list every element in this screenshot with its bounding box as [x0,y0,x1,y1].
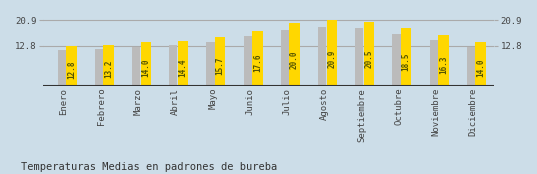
Bar [178,41,188,86]
Bar [475,42,486,86]
Bar [169,45,177,86]
Text: 14.4: 14.4 [178,58,187,77]
Bar [132,47,140,86]
Bar [252,31,263,86]
Text: 13.2: 13.2 [104,60,113,78]
Bar [141,42,151,86]
Text: 18.5: 18.5 [402,53,411,71]
Text: 14.0: 14.0 [141,59,150,77]
Bar [281,30,289,86]
Text: 20.9: 20.9 [327,49,336,68]
Bar [215,37,226,86]
Bar [289,23,300,86]
Text: 15.7: 15.7 [216,56,224,75]
Bar [438,35,448,86]
Bar [355,28,364,86]
Bar [364,22,374,86]
Bar [66,46,77,86]
Text: 16.3: 16.3 [439,56,448,74]
Bar [318,27,326,86]
Bar [393,34,401,86]
Bar [430,40,438,86]
Text: 14.0: 14.0 [476,59,485,77]
Bar [57,50,66,86]
Text: Temperaturas Medias en padrones de bureba: Temperaturas Medias en padrones de bureb… [21,162,278,172]
Bar [467,47,475,86]
Bar [244,36,252,86]
Text: 20.0: 20.0 [290,51,299,69]
Bar [326,20,337,86]
Bar [95,49,103,86]
Bar [103,45,114,86]
Bar [206,42,215,86]
Text: 17.6: 17.6 [253,54,262,72]
Text: 20.5: 20.5 [365,50,373,69]
Bar [401,28,411,86]
Text: 12.8: 12.8 [67,60,76,79]
